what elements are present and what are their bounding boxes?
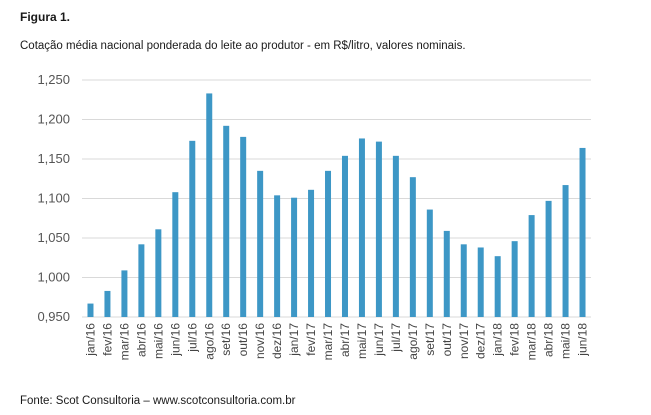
- bar: [206, 93, 213, 318]
- x-tick-label: nov/17: [457, 323, 471, 359]
- figure-label: Figura 1.: [20, 10, 71, 24]
- x-tick-label: ago/17: [406, 323, 420, 360]
- x-tick-label: abr/16: [134, 323, 148, 357]
- bar-chart: 0,950 1,000 1,050 1,100 1,150 1,200 1,250 jan/…: [37, 72, 591, 361]
- y-tick-label: 1,150: [37, 151, 70, 166]
- x-tick-label: mar/16: [117, 323, 131, 361]
- x-tick-label: jan/18: [491, 323, 505, 357]
- bar: [392, 155, 399, 317]
- x-tick-label: jul/16: [185, 323, 199, 353]
- x-tick-label: ago/16: [202, 323, 216, 360]
- bar: [358, 138, 365, 317]
- x-tick-label: mar/17: [321, 323, 335, 361]
- y-tick-label: 1,100: [37, 191, 70, 206]
- x-tick-label: jan/17: [287, 323, 301, 357]
- y-tick-label: 1,000: [37, 270, 70, 285]
- x-tick-label: dez/17: [474, 323, 488, 359]
- bar: [460, 244, 467, 317]
- source-note: Fonte: Scot Consultoria – www.scotconsul…: [20, 395, 296, 407]
- bar: [87, 303, 94, 317]
- chart-subtitle: Cotação média nacional ponderada do leit…: [20, 40, 466, 52]
- bar: [155, 229, 162, 317]
- bar: [138, 244, 145, 317]
- x-tick-label: out/16: [236, 323, 250, 357]
- bar: [257, 170, 264, 317]
- x-tick-label: mai/18: [559, 323, 573, 359]
- x-tick-label: abr/17: [338, 323, 352, 357]
- bar: [562, 185, 569, 317]
- bar: [121, 270, 128, 317]
- bar: [579, 147, 586, 317]
- bar: [189, 140, 196, 317]
- bar: [528, 215, 535, 317]
- x-tick-label: mai/16: [151, 323, 165, 359]
- bar: [325, 170, 332, 317]
- grid-lines: [82, 79, 591, 318]
- x-tick-label: set/16: [219, 323, 233, 356]
- bar: [240, 136, 247, 317]
- bar: [494, 256, 501, 317]
- x-tick-label: fev/16: [100, 323, 114, 356]
- x-tick-label: jul/17: [389, 323, 403, 353]
- bar: [545, 200, 552, 317]
- bar: [409, 177, 416, 317]
- x-axis-ticks: jan/16 fev/16 mar/16 abr/16 mai/16 jun/16 jul/…: [83, 323, 589, 361]
- bar: [341, 155, 348, 317]
- bar: [308, 189, 315, 317]
- x-tick-label: mar/18: [525, 323, 539, 361]
- bar: [375, 141, 382, 317]
- x-tick-label: nov/16: [253, 323, 267, 359]
- x-tick-label: abr/18: [542, 323, 556, 357]
- x-tick-label: fev/18: [508, 323, 522, 356]
- bar: [104, 290, 111, 317]
- bar: [291, 197, 298, 317]
- y-tick-label: 1,200: [37, 112, 70, 127]
- x-tick-label: set/17: [423, 323, 437, 356]
- y-axis-ticks: 0,950 1,000 1,050 1,100 1,150 1,200 1,250: [37, 72, 70, 324]
- y-tick-label: 1,050: [37, 230, 70, 245]
- x-tick-label: jun/16: [168, 323, 182, 357]
- bar: [426, 209, 433, 317]
- bar: [172, 192, 179, 317]
- x-tick-label: mai/17: [355, 323, 369, 359]
- x-tick-label: jun/18: [576, 323, 590, 357]
- x-tick-label: jun/17: [372, 323, 386, 357]
- bars: [87, 93, 586, 318]
- x-tick-label: jan/16: [83, 323, 97, 357]
- y-tick-label: 0,950: [37, 309, 70, 324]
- x-tick-label: fev/17: [304, 323, 318, 356]
- bar: [443, 230, 450, 317]
- bar: [223, 125, 230, 317]
- x-tick-label: out/17: [440, 323, 454, 357]
- x-tick-label: dez/16: [270, 323, 284, 359]
- bar: [511, 241, 518, 317]
- y-tick-label: 1,250: [37, 72, 70, 87]
- bar: [477, 247, 484, 317]
- bar: [274, 195, 281, 317]
